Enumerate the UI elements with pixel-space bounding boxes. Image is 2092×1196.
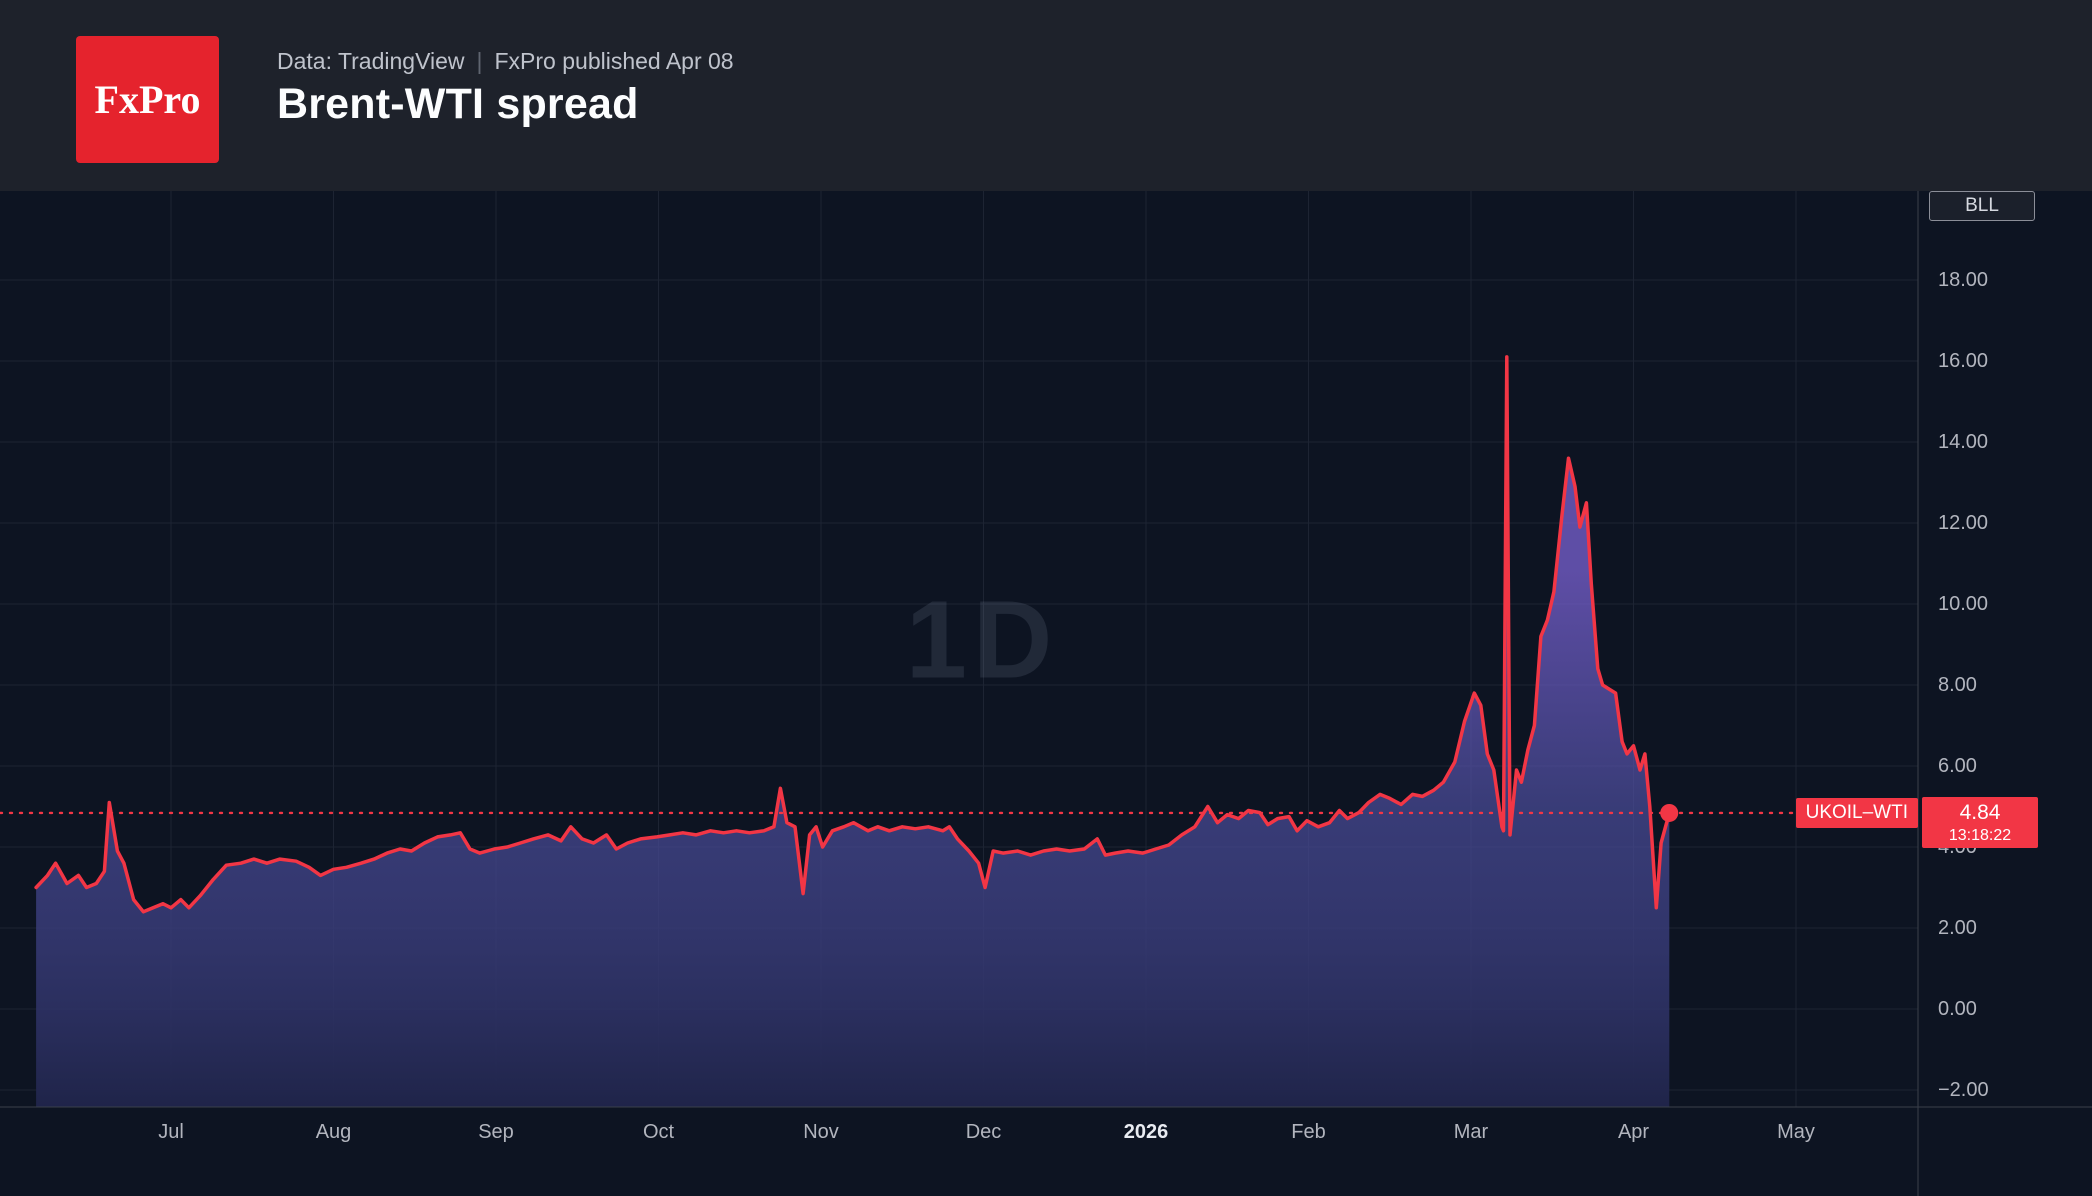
- time-axis-label: Dec: [965, 1121, 1002, 1143]
- time-axis-label: Jul: [158, 1121, 184, 1143]
- time-axis-label: Nov: [803, 1121, 839, 1143]
- time-axis-label: Feb: [1291, 1121, 1326, 1143]
- time-axis-label: Sep: [478, 1121, 514, 1143]
- price-axis-label: 2.00: [1938, 917, 1977, 939]
- page-title: Brent-WTI spread: [277, 80, 639, 128]
- source-line: Data: TradingView | FxPro published Apr 08: [277, 48, 734, 75]
- price-axis[interactable]: 18.0016.0014.0012.0010.008.006.004.002.0…: [1918, 191, 2092, 1107]
- countdown-timer: 13:18:22: [1948, 827, 2012, 844]
- data-source-text: Data: TradingView: [277, 48, 465, 74]
- price-line-symbol-badge: UKOIL–WTI: [1795, 798, 1918, 828]
- price-axis-label: 8.00: [1938, 674, 1977, 696]
- time-axis[interactable]: Jul Aug Sep Oct Nov Dec 2026 Feb Mar Apr May: [0, 1107, 2092, 1196]
- published-text: FxPro published Apr 08: [494, 48, 734, 74]
- fxpro-logo: FxPro: [76, 36, 219, 163]
- price-axis-label: 10.00: [1938, 593, 1989, 615]
- interval-watermark: 1D: [905, 578, 1059, 702]
- time-axis-label: Oct: [642, 1121, 675, 1143]
- chart-area[interactable]: 1D 18.0016.0014.0012.0010.008.006.004.00…: [0, 191, 2092, 1196]
- price-axis-label: 18.00: [1938, 269, 1989, 291]
- price-axis-label: 16.00: [1938, 350, 1989, 372]
- time-axis-label: May: [1777, 1121, 1815, 1143]
- time-axis-label: Apr: [1617, 1121, 1650, 1143]
- time-axis-label: Aug: [315, 1121, 352, 1143]
- last-price-dot: [1660, 803, 1679, 822]
- header: FxPro Data: TradingView | FxPro published …: [0, 0, 2092, 191]
- chart-canvas[interactable]: [0, 191, 2092, 1196]
- area-fill: [36, 356, 1670, 1107]
- price-axis-label: 12.00: [1938, 512, 1989, 534]
- price-axis-label: 6.00: [1938, 755, 1977, 777]
- price-axis-label: 14.00: [1938, 431, 1989, 453]
- axis-unit-badge: BLL: [1929, 191, 2035, 221]
- price-line-value-badge: 4.84 13:18:22: [1922, 797, 2038, 848]
- time-axis-label: Mar: [1453, 1121, 1489, 1143]
- price-axis-label: −2.00: [1938, 1079, 1989, 1101]
- source-separator: |: [476, 48, 483, 74]
- series-line: [34, 355, 1672, 914]
- price-axis-label: 0.00: [1938, 998, 1977, 1020]
- last-price-value: 4.84: [1959, 801, 2001, 824]
- time-axis-label: 2026: [1123, 1121, 1169, 1143]
